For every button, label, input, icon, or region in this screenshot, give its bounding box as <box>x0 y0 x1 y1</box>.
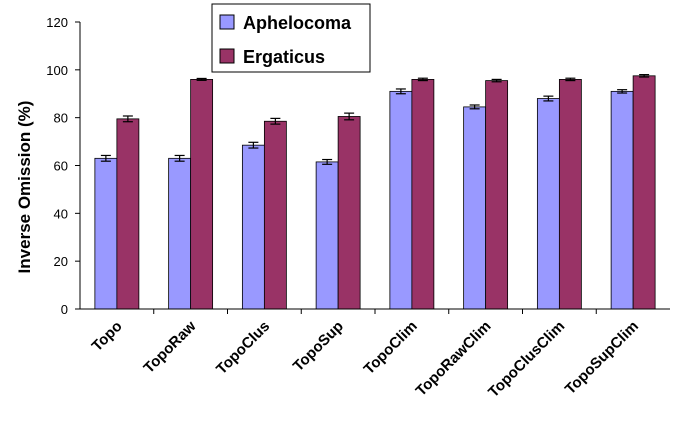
bar-aphelocoma-toporawclim <box>464 107 486 309</box>
legend-label-ergaticus: Ergaticus <box>243 47 325 67</box>
bar-ergaticus-topo <box>117 119 139 309</box>
y-tick-label: 120 <box>46 15 68 30</box>
bar-ergaticus-toporawclim <box>486 81 508 309</box>
y-tick-label: 80 <box>54 111 68 126</box>
bar-ergaticus-topoclim <box>412 79 434 309</box>
bar-ergaticus-toposup <box>338 116 360 309</box>
y-tick-label: 20 <box>54 254 68 269</box>
y-axis-title: Inverse Omission (%) <box>15 101 34 274</box>
x-tick-label: TopoSupClim <box>562 318 642 398</box>
bars-layer <box>95 75 655 309</box>
bar-ergaticus-toporaw <box>191 79 213 309</box>
legend-label-aphelocoma: Aphelocoma <box>243 13 352 33</box>
bar-aphelocoma-topoclusclim <box>537 99 559 309</box>
bar-aphelocoma-topoclim <box>390 91 412 309</box>
x-tick-label: TopoRawClim <box>413 318 495 400</box>
bar-aphelocoma-toporaw <box>169 158 191 309</box>
bar-aphelocoma-topo <box>95 158 117 309</box>
x-tick-label: TopoClusClim <box>485 318 568 401</box>
bar-ergaticus-topoclusclim <box>559 79 581 309</box>
x-tick-label: TopoRaw <box>140 318 199 377</box>
legend-swatch-ergaticus <box>220 49 234 63</box>
y-tick-label: 60 <box>54 159 68 174</box>
legend: Aphelocoma Ergaticus <box>212 4 370 72</box>
bar-ergaticus-topoclus <box>264 121 286 309</box>
x-tick-label: TopoClus <box>213 318 273 378</box>
x-tick-label: TopoClim <box>361 318 421 378</box>
x-tick-label: TopoSup <box>290 318 347 375</box>
y-tick-label: 40 <box>54 206 68 221</box>
bar-ergaticus-toposupclim <box>633 76 655 309</box>
bar-aphelocoma-topoclus <box>242 145 264 309</box>
y-tick-label: 0 <box>61 302 68 317</box>
y-tick-label: 100 <box>46 63 68 78</box>
bar-aphelocoma-toposupclim <box>611 91 633 309</box>
x-tick-label: Topo <box>89 318 126 355</box>
legend-swatch-aphelocoma <box>220 15 234 29</box>
bar-aphelocoma-toposup <box>316 162 338 309</box>
